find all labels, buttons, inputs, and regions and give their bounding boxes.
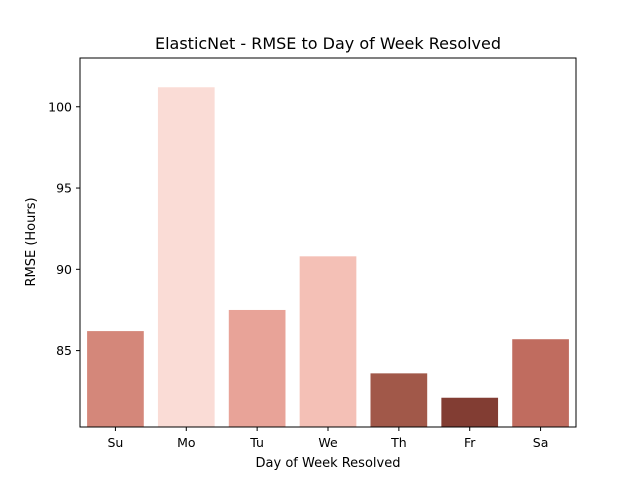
y-tick-label-85: 85 (56, 343, 72, 358)
x-tick-label-we: We (318, 435, 338, 450)
y-tick-label-100: 100 (48, 99, 72, 114)
bar-th (370, 373, 428, 427)
x-tick-label-fr: Fr (464, 435, 476, 450)
bar-su (87, 331, 144, 427)
x-axis: Su Mo Tu We Th Fr Sa (107, 427, 548, 450)
x-tick-label-mo: Mo (177, 435, 195, 450)
x-axis-label: Day of Week Resolved (256, 456, 401, 471)
bar-sa (512, 339, 569, 427)
x-tick-label-th: Th (390, 435, 407, 450)
bar-fr (441, 397, 499, 427)
y-axis: 85 90 95 100 (48, 99, 80, 358)
y-axis-label: RMSE (Hours) (24, 197, 39, 286)
bar-tu (228, 309, 286, 427)
bars-group (87, 87, 569, 427)
x-tick-label-sa: Sa (533, 435, 549, 450)
y-tick-label-90: 90 (56, 262, 72, 277)
bar-we (299, 256, 357, 427)
x-tick-label-su: Su (107, 435, 123, 450)
y-tick-label-95: 95 (56, 181, 72, 196)
x-tick-label-tu: Tu (249, 435, 264, 450)
chart-title: ElasticNet - RMSE to Day of Week Resolve… (155, 34, 501, 53)
bar-mo (157, 87, 215, 427)
